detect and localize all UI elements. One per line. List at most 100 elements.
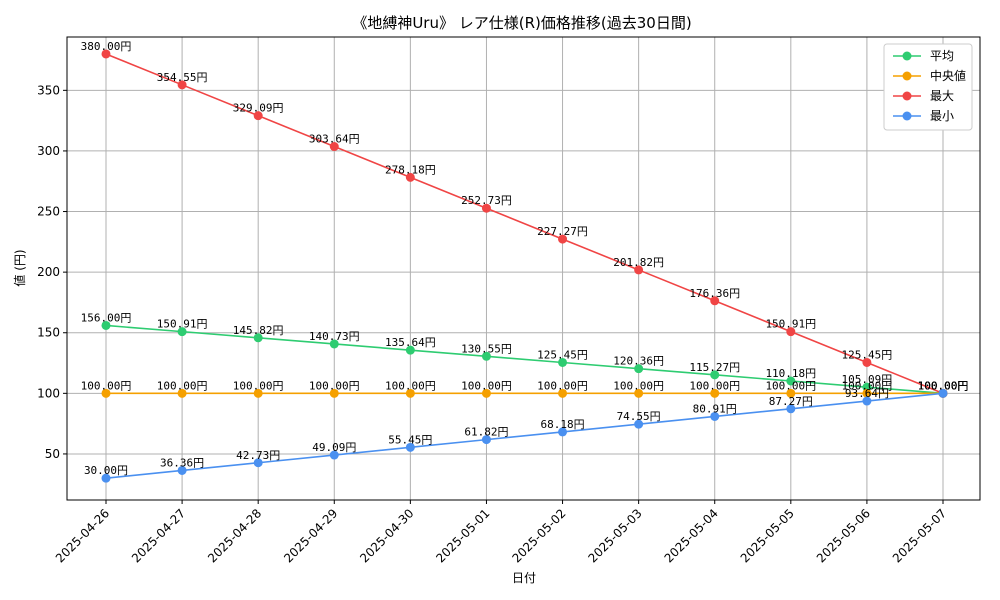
data-point <box>405 345 415 355</box>
data-label: 100.00円 <box>461 379 512 392</box>
series-line-3 <box>105 392 944 479</box>
data-point <box>862 357 872 367</box>
data-label: 42.73円 <box>236 449 280 462</box>
data-label: 93.64円 <box>845 387 889 400</box>
x-tick-label: 2025-05-03 <box>586 506 645 565</box>
data-label: 252.73円 <box>461 194 512 207</box>
legend-entry: 最小 <box>930 109 954 123</box>
data-point <box>481 203 491 213</box>
series-line-0 <box>105 324 944 395</box>
data-label: 68.18円 <box>540 418 584 431</box>
y-tick-label: 50 <box>45 447 60 461</box>
data-label: 100.00円 <box>613 379 664 392</box>
data-label: 100.00円 <box>157 379 208 392</box>
data-point <box>786 327 796 337</box>
data-label: 156.00円 <box>81 311 132 324</box>
x-tick-label: 2025-04-26 <box>53 506 112 565</box>
data-label: 150.91円 <box>765 318 816 331</box>
data-point <box>329 450 339 460</box>
data-label: 105.09円 <box>842 373 893 386</box>
data-label: 125.45円 <box>842 348 893 361</box>
data-point <box>558 234 568 244</box>
data-label: 329.09円 <box>233 102 284 115</box>
x-tick-label: 2025-04-27 <box>129 506 188 565</box>
legend-marker <box>902 111 912 121</box>
data-point <box>558 427 568 437</box>
data-point <box>862 388 872 398</box>
legend-box <box>883 43 973 131</box>
data-label: 100.00円 <box>385 379 436 392</box>
x-tick-label: 2025-05-01 <box>433 506 492 565</box>
x-tick-label: 2025-05-02 <box>509 506 568 565</box>
data-point <box>481 351 491 361</box>
data-point <box>634 388 644 398</box>
data-label: 115.27円 <box>689 361 740 374</box>
data-point <box>710 388 720 398</box>
data-label: 130.55円 <box>461 342 512 355</box>
data-label: 201.82円 <box>613 256 664 269</box>
legend-marker <box>902 91 912 101</box>
data-label: 55.45円 <box>388 433 432 446</box>
data-label: 80.91円 <box>693 402 737 415</box>
data-label: 100.00円 <box>689 379 740 392</box>
data-label: 176.36円 <box>689 287 740 300</box>
data-label: 227.27円 <box>537 225 588 238</box>
data-point <box>558 357 568 367</box>
data-point <box>253 333 263 343</box>
x-tick-label: 2025-05-04 <box>662 506 721 565</box>
data-label: 303.64円 <box>309 133 360 146</box>
data-label: 100.00円 <box>765 379 816 392</box>
data-point <box>481 388 491 398</box>
x-tick-label: 2025-04-29 <box>281 506 340 565</box>
grid <box>67 37 980 500</box>
data-point <box>786 388 796 398</box>
y-tick-label: 200 <box>37 265 60 279</box>
data-label: 380.00円 <box>81 40 132 53</box>
y-tick-label: 100 <box>37 386 60 400</box>
data-label: 30.00円 <box>84 464 128 477</box>
data-label: 125.45円 <box>537 348 588 361</box>
data-point <box>938 388 948 398</box>
data-point <box>329 388 339 398</box>
data-label: 61.82円 <box>464 426 508 439</box>
legend-entry: 中央値 <box>930 68 966 83</box>
legend-entry: 平均 <box>930 49 954 63</box>
x-tick-label: 2025-04-30 <box>357 506 416 565</box>
data-label: 150.91円 <box>157 318 208 331</box>
data-point <box>710 411 720 421</box>
y-tick-label: 300 <box>37 144 60 158</box>
x-axis-label: 日付 <box>512 571 536 585</box>
x-tick-label: 2025-04-28 <box>205 506 264 565</box>
data-label: 87.27円 <box>769 395 813 408</box>
data-point <box>710 370 720 380</box>
data-point <box>405 388 415 398</box>
y-tick-label: 350 <box>37 83 60 97</box>
x-tick-label: 2025-05-07 <box>890 506 949 565</box>
data-point <box>101 473 111 483</box>
data-point <box>177 327 187 337</box>
data-point <box>253 388 263 398</box>
data-label: 100.00円 <box>918 379 969 392</box>
data-point <box>329 339 339 349</box>
plot-frame <box>66 36 981 501</box>
data-labels-layer: 156.00円 150.91円 145.82円 140.73円 135.64円 130.5… <box>81 40 969 477</box>
legend-marker <box>902 71 912 81</box>
data-label: 49.09円 <box>312 441 356 454</box>
data-label: 278.18円 <box>385 163 436 176</box>
legend-marker <box>902 51 912 61</box>
data-point <box>329 142 339 152</box>
data-point <box>786 404 796 414</box>
data-label: 100.00円 <box>309 379 360 392</box>
data-point <box>405 442 415 452</box>
data-point <box>177 388 187 398</box>
data-point <box>862 382 872 392</box>
data-point <box>101 320 111 330</box>
x-axis-ticks: 2025-04-26 2025-04-27 2025-04-28 2025-04-29… <box>53 500 949 565</box>
data-point <box>405 172 415 182</box>
data-point <box>481 435 491 445</box>
series-line-2 <box>105 53 944 395</box>
data-label: 135.64円 <box>385 336 436 349</box>
data-label: 100.00円 <box>233 379 284 392</box>
